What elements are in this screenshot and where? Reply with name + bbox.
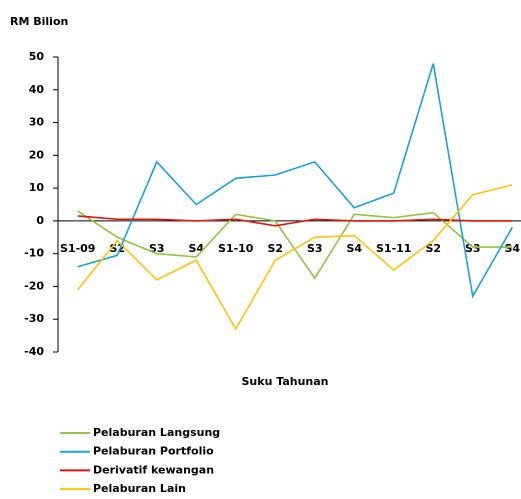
- x-tick-label: S1-11: [376, 242, 411, 255]
- y-tick-label: 20: [29, 148, 45, 161]
- x-tick-label: S3: [307, 242, 323, 255]
- x-tick-label: S2: [267, 242, 283, 255]
- y-tick-label: -20: [24, 279, 44, 292]
- legend-label: Derivatif kewangan: [93, 463, 214, 476]
- series-line: [77, 215, 513, 227]
- y-tick-label: -40: [24, 345, 44, 358]
- x-tick-label: S1-10: [218, 242, 254, 255]
- legend-label: Pelaburan Langsung: [93, 426, 220, 439]
- legend-label: Pelaburan Lain: [93, 482, 186, 495]
- x-tick-label: S4: [346, 242, 362, 255]
- y-tick-label: -30: [24, 312, 44, 325]
- chart-title: RM Bilion: [10, 15, 68, 28]
- series-line: [77, 184, 513, 331]
- x-tick-label: S2: [425, 242, 441, 255]
- series-line: [77, 63, 513, 299]
- y-tick-label: 10: [29, 181, 45, 194]
- x-tick-label: S4: [504, 242, 520, 255]
- x-tick-label: S4: [188, 242, 204, 255]
- y-tick-label: 30: [29, 116, 45, 129]
- x-tick-label: S1-09: [60, 242, 95, 255]
- x-axis-title: Suku Tahunan: [242, 375, 329, 388]
- y-tick-label: -10: [24, 247, 44, 260]
- y-tick-label: 50: [29, 50, 45, 63]
- x-tick-label: S3: [465, 242, 481, 255]
- y-tick-label: 0: [36, 214, 44, 227]
- y-tick-label: 40: [29, 83, 45, 96]
- legend-label: Pelaburan Portfolio: [93, 445, 214, 458]
